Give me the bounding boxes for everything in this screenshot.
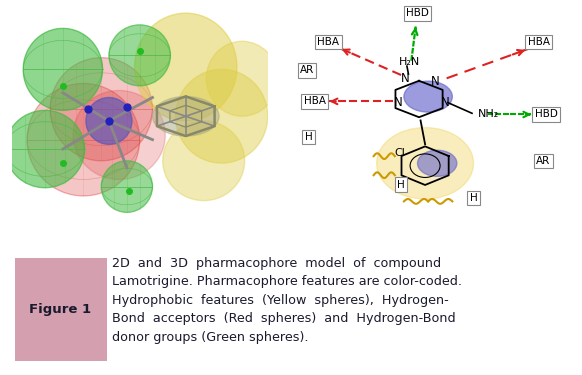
FancyBboxPatch shape [13,258,107,361]
Ellipse shape [134,13,237,121]
Ellipse shape [50,58,152,161]
Text: AR: AR [300,65,314,75]
Text: N: N [441,96,449,109]
Ellipse shape [152,96,219,136]
Text: HBD: HBD [406,8,429,18]
Text: N: N [393,96,402,109]
Text: H: H [397,180,404,190]
Text: H: H [470,193,477,203]
Text: AR: AR [536,156,550,166]
Ellipse shape [27,84,140,196]
Ellipse shape [101,161,152,212]
Text: HBA: HBA [304,96,326,106]
Ellipse shape [417,150,457,176]
Ellipse shape [86,98,132,144]
Text: N: N [431,75,440,88]
Ellipse shape [23,28,102,110]
Text: HBA: HBA [317,37,339,47]
Text: H₂N: H₂N [399,57,421,67]
Ellipse shape [163,121,244,201]
Text: 2D  and  3D  pharmacophore  model  of  compound
Lamotrigine. Pharmacophore featu: 2D and 3D pharmacophore model of compoun… [112,256,462,344]
Text: H: H [305,132,313,142]
Text: Figure 1: Figure 1 [29,303,91,316]
Ellipse shape [109,25,171,86]
Text: NH₂: NH₂ [478,110,499,120]
Text: HBA: HBA [527,37,549,47]
Ellipse shape [5,110,84,188]
Ellipse shape [73,90,165,180]
Text: Cl: Cl [394,148,405,158]
Ellipse shape [404,81,452,112]
Ellipse shape [377,128,474,199]
Text: Cl: Cl [399,182,409,192]
Text: HBD: HBD [535,110,558,120]
Ellipse shape [176,69,268,163]
Text: N: N [401,72,410,85]
Ellipse shape [206,41,278,116]
